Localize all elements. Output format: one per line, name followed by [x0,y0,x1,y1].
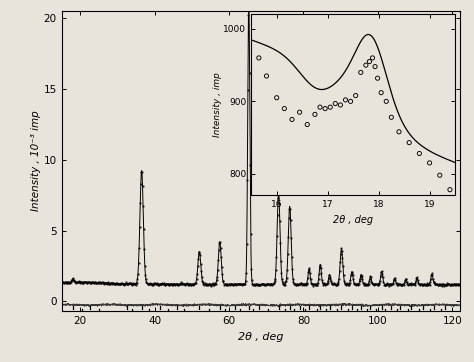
Point [331,101,339,106]
Point [321,106,329,111]
Point [352,93,359,98]
Point [327,104,334,110]
Point [263,73,270,79]
X-axis label: 2θ , deg: 2θ , deg [238,332,283,342]
Point [395,129,403,135]
Point [362,62,370,68]
Point [416,151,423,156]
Point [383,98,390,104]
Point [255,55,263,61]
Point [311,111,319,117]
Point [436,172,444,178]
Point [273,95,281,101]
Y-axis label: Intensity , imp: Intensity , imp [213,72,222,138]
Point [377,90,385,96]
Point [369,55,376,61]
Point [405,140,413,146]
Point [446,187,454,193]
Point [303,122,311,127]
Point [388,114,395,120]
Point [371,64,379,70]
Point [296,109,303,115]
Point [281,106,288,111]
Point [347,98,355,104]
Point [374,75,382,81]
Y-axis label: Intensity , 10⁻³ imp: Intensity , 10⁻³ imp [31,111,41,211]
Point [337,102,344,108]
Point [357,70,365,75]
Point [365,59,373,64]
Point [288,117,296,122]
Point [316,104,324,110]
X-axis label: 2θ , deg: 2θ , deg [333,215,373,225]
Point [342,97,349,103]
Point [426,160,433,166]
